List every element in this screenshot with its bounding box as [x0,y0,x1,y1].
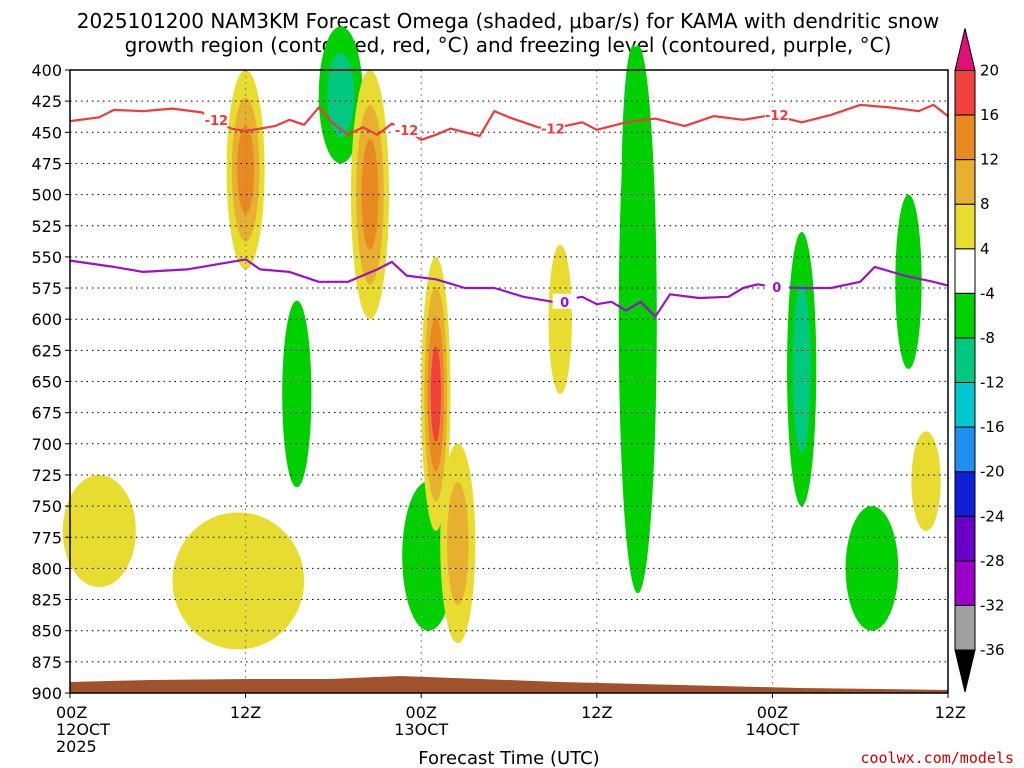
y-tick-label: 825 [31,591,62,610]
chart-title-line-2: growth region (contoured, red, °C) and f… [125,33,892,57]
y-tick-label: 675 [31,404,62,423]
terrain-surface [70,676,948,693]
omega-rising-7-level--8 [327,52,355,138]
credit-text: coolwx.com/models [860,749,1014,767]
y-tick-label: 525 [31,217,62,236]
dgz-contour-label: -12 [395,124,419,139]
colorbar-tick-label: -24 [980,507,1005,525]
colorbar-tick-label: -8 [980,329,995,347]
colorbar-swatch [954,203,976,250]
dgz-isotherm: -12 -12 -12 -12 [69,103,949,141]
colorbar-swatch [954,471,976,517]
omega-sinking-4-level-8 [446,482,469,605]
freezing-level: 00 [69,258,949,318]
dgz-contour-label-bg [540,120,565,136]
colorbar-tick-label: 16 [980,106,999,124]
colorbar-swatch [954,515,976,562]
y-tick-label: 425 [31,92,62,111]
y-tick-label: 875 [31,653,62,672]
x-tick-label: 12Z [230,703,261,722]
y-tick-label: 850 [31,622,62,641]
y-axis: 400 425 450 475 500 525 550 575 600 625 650 675 700 7… [31,61,70,703]
colorbar-tick-label: 12 [980,151,999,169]
colorbar-swatch [954,159,976,205]
y-tick-label: 800 [31,559,62,578]
y-tick-label: 575 [31,279,62,298]
dgz-contour-label-bg [394,121,419,137]
colorbar-over-arrow [954,28,976,71]
colorbar-tick-label: -16 [980,418,1005,436]
colorbar-tick-label: -12 [980,374,1005,392]
colorbar-swatch [954,604,976,651]
colorbar-swatch [954,248,976,294]
colorbar-tick-label: 4 [980,240,990,258]
omega-sinking-5-level-4 [172,512,305,650]
omega-rising-2-level--4 [282,300,312,488]
colorbar-swatch [954,560,976,606]
y-tick-label: 475 [31,154,62,173]
omega-sinking-3-level-12 [361,139,379,250]
colorbar-tick-label: -28 [980,552,1005,570]
y-tick-label: 750 [31,497,62,516]
freezing-level-label-bg [764,278,789,294]
chart-title-line-1: 2025101200 NAM3KM Forecast Omega (shaded… [77,9,940,33]
colorbar-tick-label: -32 [980,596,1005,614]
colorbar-swatch [954,382,976,428]
y-tick-label: 550 [31,248,62,267]
y-tick-label: 725 [31,466,62,485]
x-tick-label: 00Z [757,703,788,722]
omega-sinking-1-level-16 [430,346,441,442]
omega-sinking-6-level-4 [62,474,136,588]
x-tick-label: 13OCT [394,720,448,739]
colorbar-swatch [954,337,976,383]
dgz-contour-label-bg [764,106,789,122]
freezing-level-label: 0 [772,281,781,296]
dgz-contour-label-bg [204,111,229,127]
y-tick-label: 600 [31,310,62,329]
colorbar-tick-label: -20 [980,463,1005,481]
colorbar-swatch [954,114,976,161]
colorbar-tick-label: 8 [980,195,990,213]
colorbar-under-arrow [954,649,976,693]
freezing-level-line [69,258,949,318]
colorbar-swatch [954,426,976,473]
omega-sinking-2-level-12 [237,125,255,214]
dgz-contour-label: -12 [205,114,229,129]
colorbar-tick-label: 20 [980,61,999,79]
y-tick-label: 500 [31,186,62,205]
omega-sinking-8-level-4 [911,431,941,532]
x-axis-label: Forecast Time (UTC) [418,748,599,768]
x-tick-label: 00Z [406,703,437,722]
x-tick-label: 00Z [56,703,87,722]
dgz-contour-label: -12 [541,123,565,138]
y-tick-label: 450 [31,123,62,142]
y-tick-label: 650 [31,373,62,392]
colorbar-tick-label: -36 [980,641,1005,659]
freezing-level-label: 0 [560,296,569,311]
x-tick-label: 14OCT [745,720,799,739]
y-tick-label: 400 [31,61,62,80]
y-tick-label: 700 [31,435,62,454]
x-tick-label: 12OCT [56,720,110,739]
omega-rising-3-level--8 [792,284,811,454]
colorbar-swatch [954,292,976,339]
freezing-level-label-bg [552,293,577,309]
dgz-contour-label: -12 [765,109,789,124]
omega-rising-4-level--4 [895,194,922,370]
colorbar: -36 -32 -28 -24 -20 -16 -12 -8 -4 4 8 12 16 20 [954,28,1005,693]
y-tick-label: 775 [31,528,62,547]
x-tick-label: 2025 [56,737,97,756]
y-tick-label: 900 [31,684,62,703]
plot-area: -12-12 -12-12 00 [62,26,949,694]
colorbar-swatch [954,69,976,116]
y-tick-label: 625 [31,341,62,360]
x-tick-label: 12Z [935,703,966,722]
colorbar-tick-label: -4 [980,284,995,302]
x-tick-label: 12Z [581,703,612,722]
